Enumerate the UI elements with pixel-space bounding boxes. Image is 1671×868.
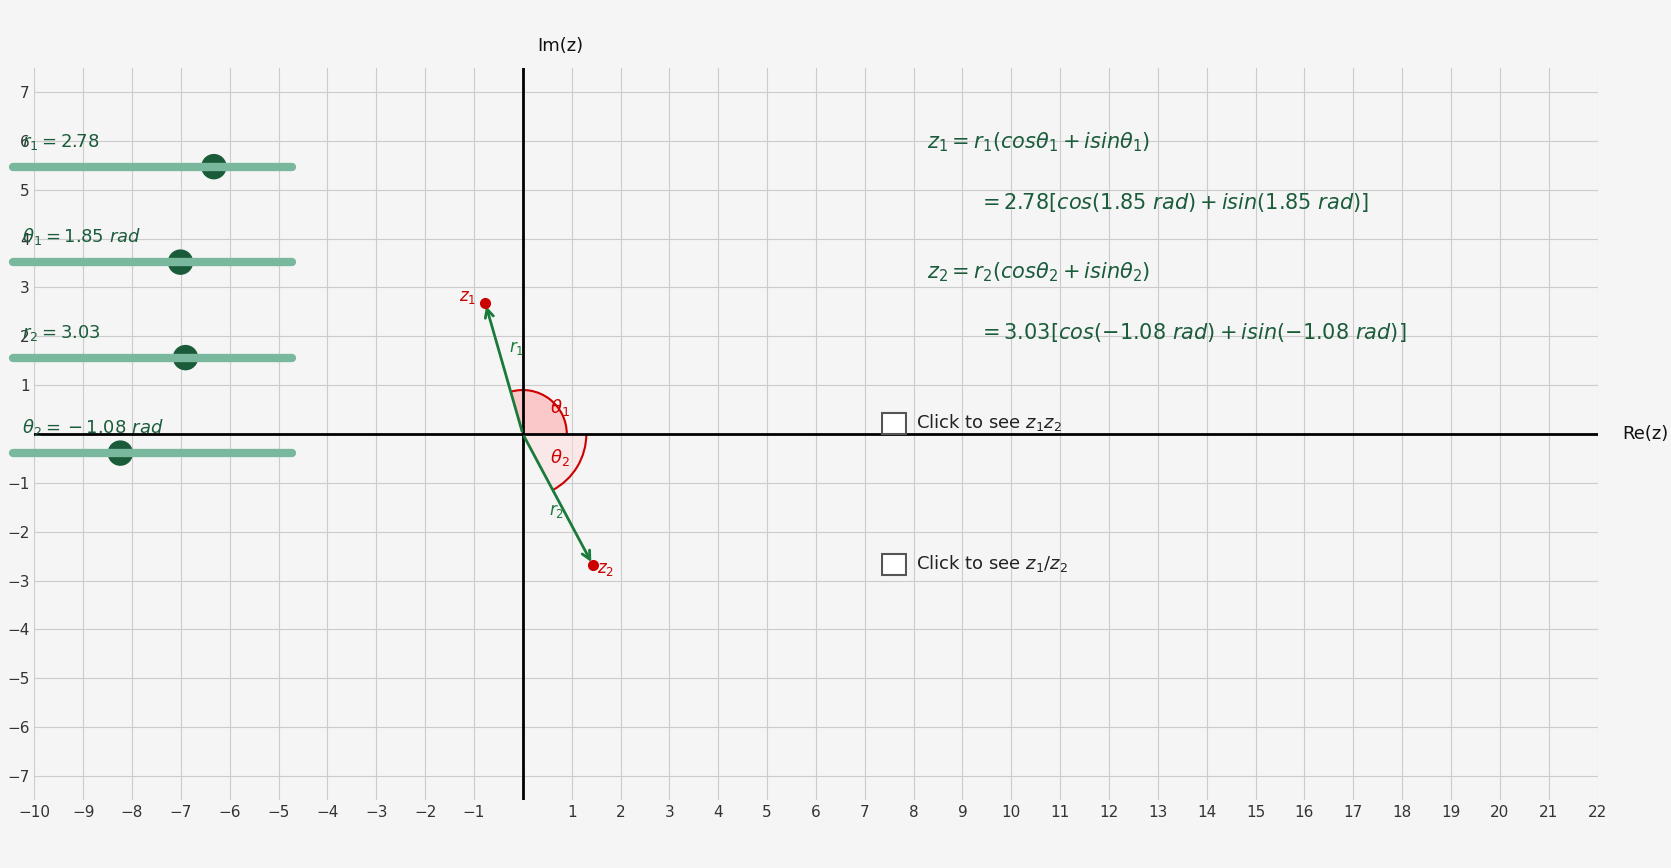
Text: $z_1 = r_1(cos\theta_1 + isin\theta_1)$: $z_1 = r_1(cos\theta_1 + isin\theta_1)$ xyxy=(927,130,1151,154)
Text: Re(z): Re(z) xyxy=(1623,425,1668,443)
Text: $r_2 = 3.03$: $r_2 = 3.03$ xyxy=(22,323,100,343)
Bar xyxy=(882,554,906,575)
Circle shape xyxy=(169,250,192,274)
Text: $= 3.03[cos(-1.08\ rad) + isin(-1.08\ rad)]$: $= 3.03[cos(-1.08\ rad) + isin(-1.08\ ra… xyxy=(978,321,1405,344)
Text: $\theta_2 = -1.08\ rad$: $\theta_2 = -1.08\ rad$ xyxy=(22,418,164,438)
Circle shape xyxy=(174,345,197,370)
Text: $z_1$: $z_1$ xyxy=(458,288,476,306)
Circle shape xyxy=(202,155,226,179)
Text: $r_2$: $r_2$ xyxy=(548,502,563,520)
Circle shape xyxy=(109,441,132,465)
Bar xyxy=(882,413,906,434)
Text: $\theta_1 = 1.85\ rad$: $\theta_1 = 1.85\ rad$ xyxy=(22,227,140,247)
Text: Im(z): Im(z) xyxy=(538,37,583,56)
Text: $\theta_2$: $\theta_2$ xyxy=(550,447,570,469)
Text: $\theta_1$: $\theta_1$ xyxy=(550,398,570,418)
Polygon shape xyxy=(523,434,587,490)
Text: $z_2 = r_2(cos\theta_2 + isin\theta_2)$: $z_2 = r_2(cos\theta_2 + isin\theta_2)$ xyxy=(927,260,1151,284)
Polygon shape xyxy=(511,390,566,434)
Text: $z_2$: $z_2$ xyxy=(598,561,615,578)
Text: Click to see $z_1/z_2$: Click to see $z_1/z_2$ xyxy=(916,553,1068,574)
Text: $r_1 = 2.78$: $r_1 = 2.78$ xyxy=(22,132,99,152)
Text: Click to see $z_1z_2$: Click to see $z_1z_2$ xyxy=(916,412,1061,433)
Text: $= 2.78[cos(1.85\ rad) + isin(1.85\ rad)]$: $= 2.78[cos(1.85\ rad) + isin(1.85\ rad)… xyxy=(978,191,1369,214)
Text: $r_1$: $r_1$ xyxy=(510,339,525,357)
